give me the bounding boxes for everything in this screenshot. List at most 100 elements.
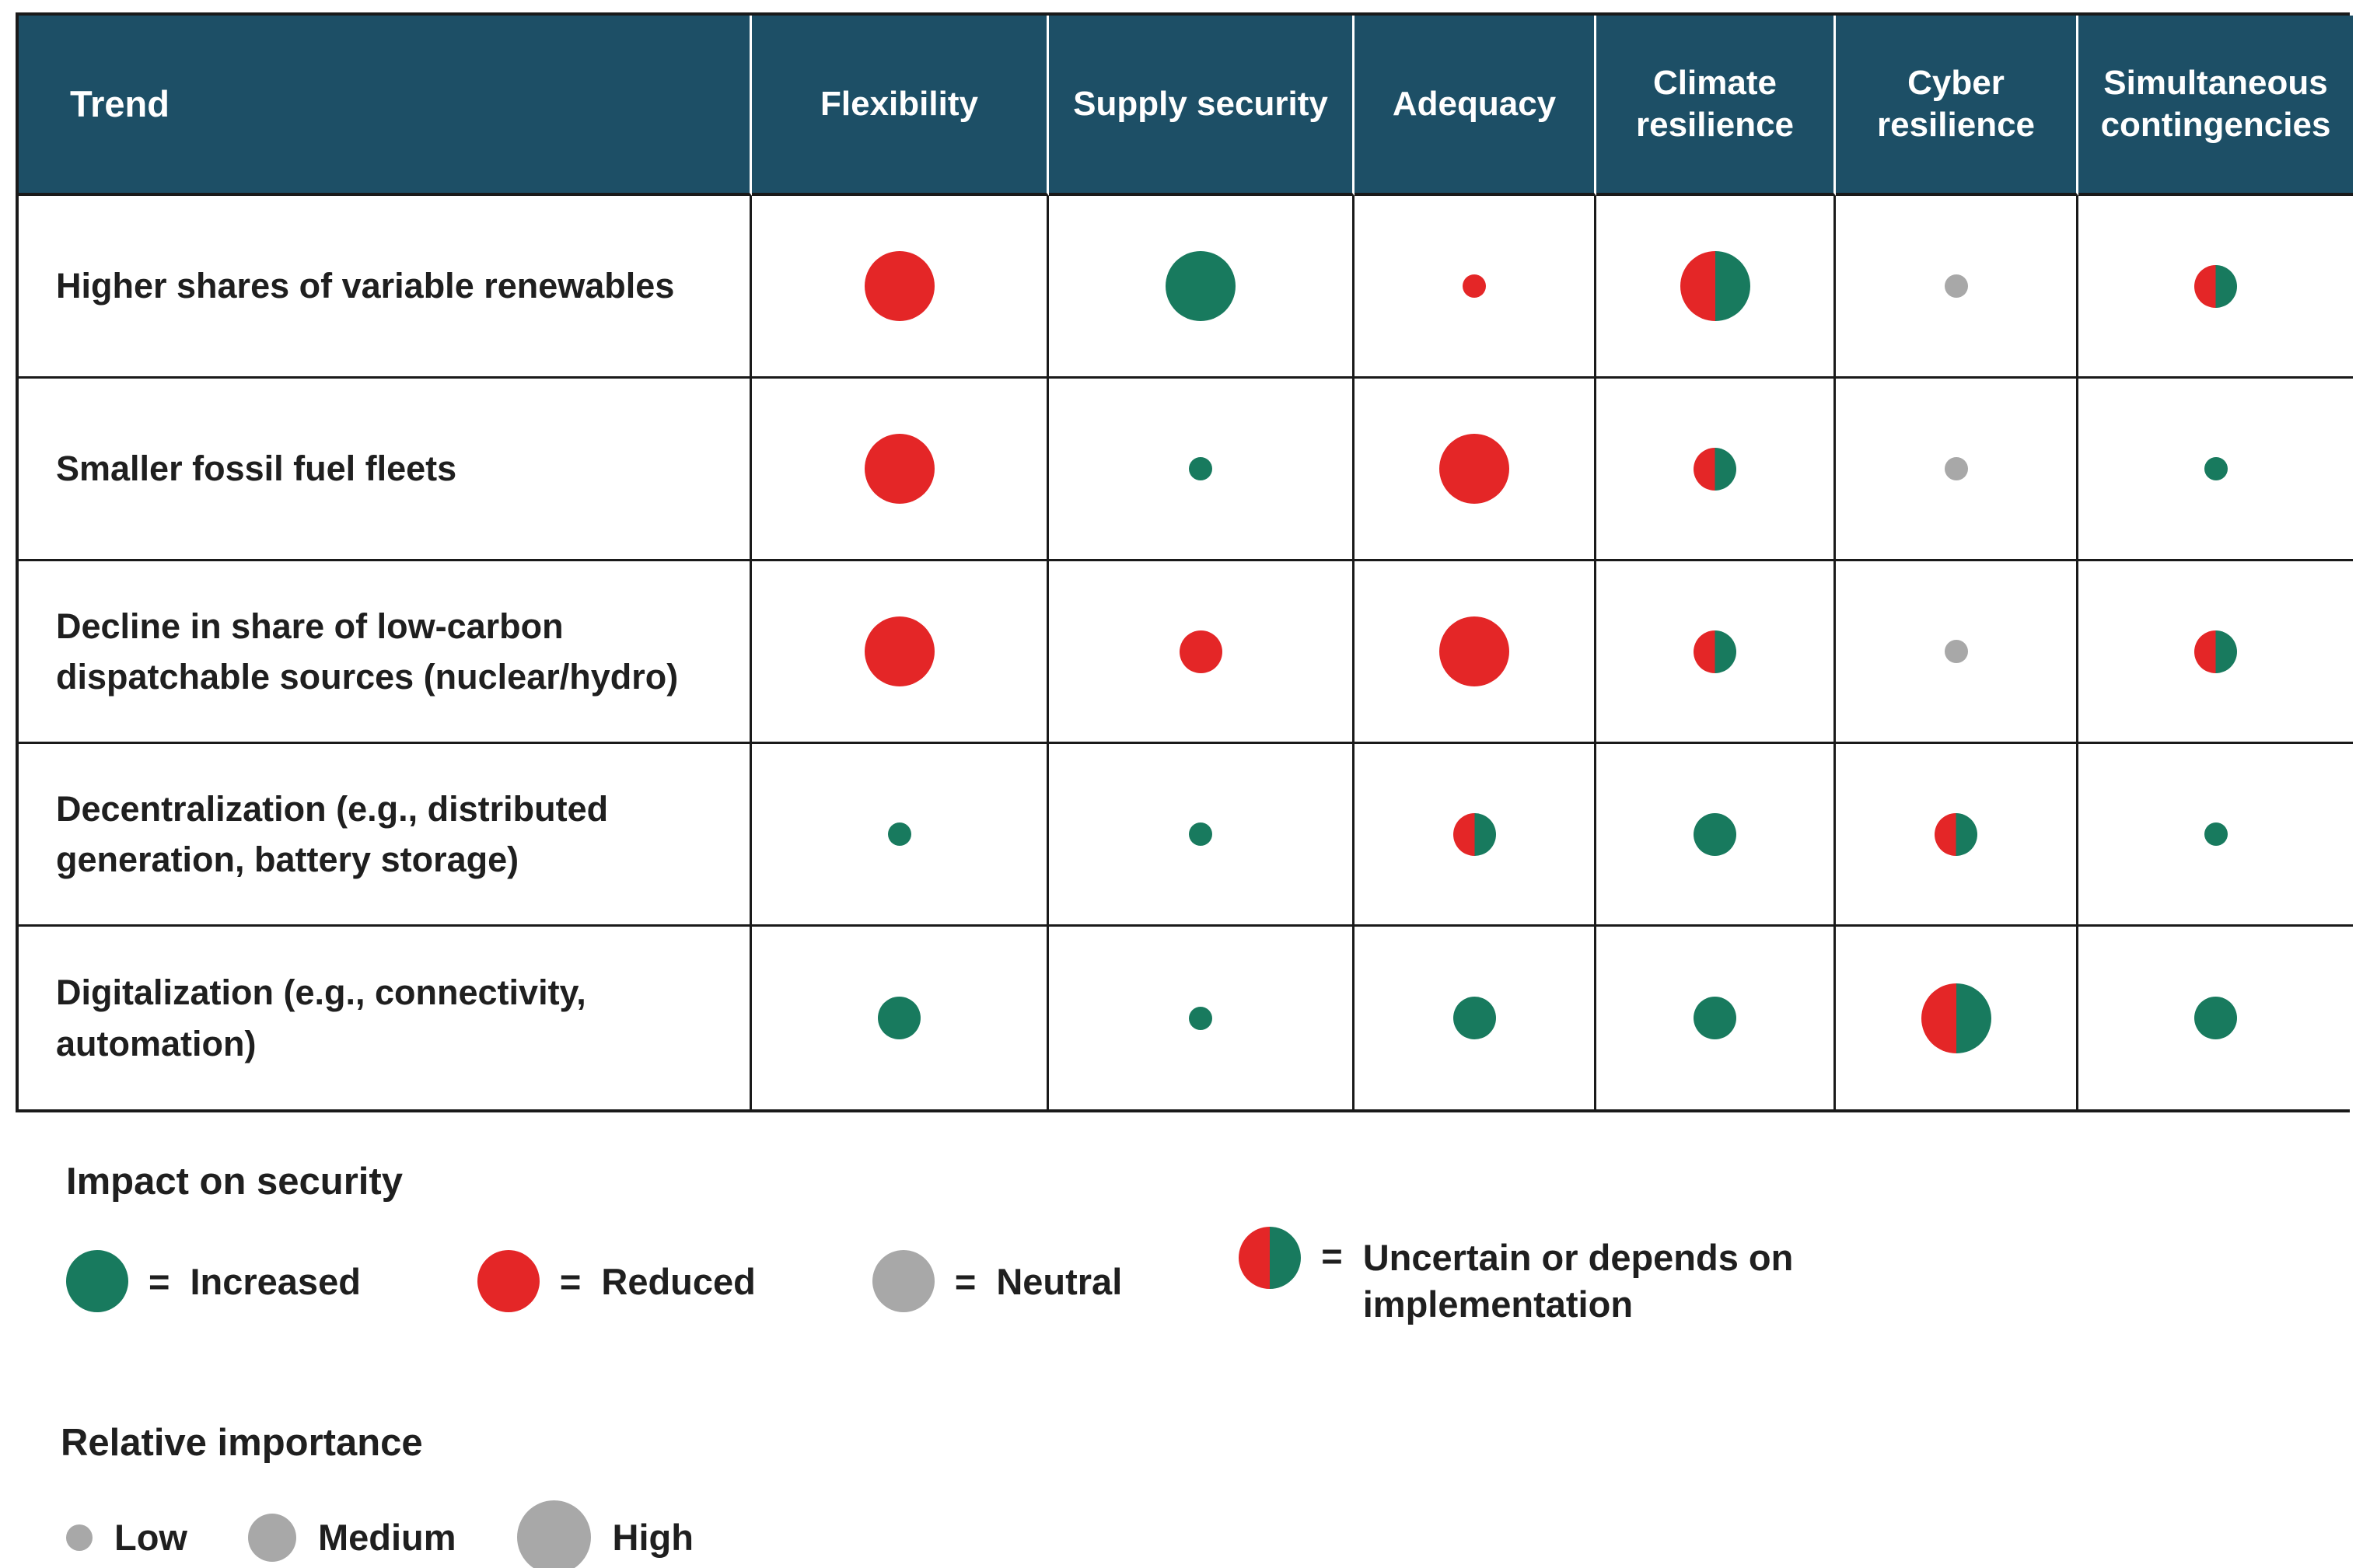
column-header: Trend — [19, 16, 752, 196]
increased-medium-dot — [1452, 997, 1496, 1039]
equals-sign: = — [559, 1260, 582, 1302]
importance-legend-label: Medium — [317, 1517, 456, 1558]
trend-label: Digitalization (e.g., connectivity, auto… — [19, 927, 752, 1109]
trend-label: Higher shares of variable renewables — [19, 196, 752, 379]
impact-legend-title: Impact on security — [66, 1161, 403, 1203]
column-header: Adequacy — [1355, 16, 1596, 196]
equals-sign: = — [954, 1260, 977, 1302]
impact-legend-item: = Increased — [66, 1250, 361, 1313]
reduced-medium-dot — [1179, 630, 1222, 673]
importance-legend-item: Medium — [247, 1513, 456, 1562]
impact-legend-label: Reduced — [601, 1260, 756, 1302]
neutral-legend-dot — [872, 1250, 935, 1313]
importance-legend-label: High — [612, 1517, 694, 1558]
impact-legend-label: Uncertain or depends on implementation — [1362, 1237, 1794, 1325]
matrix-cell — [1836, 196, 2078, 379]
column-header: Climate resilience — [1596, 16, 1836, 196]
reduced-legend-dot — [477, 1250, 540, 1313]
neutral-low-dot — [1944, 640, 1968, 663]
equals-sign: = — [149, 1260, 170, 1302]
matrix-cell — [2078, 744, 2353, 927]
increased-low-dot — [887, 822, 911, 846]
matrix-cell — [1596, 744, 1836, 927]
reduced-high-dot — [864, 616, 935, 686]
uncertain-high-dot — [1680, 251, 1750, 321]
reduced-high-dot — [1439, 616, 1509, 686]
increased-medium-dot — [2194, 997, 2237, 1039]
matrix-cell — [1836, 744, 2078, 927]
column-header-label: Simultaneous contingencies — [2100, 64, 2331, 144]
column-header-label: Trend — [70, 83, 170, 125]
uncertain-medium-dot — [2194, 630, 2237, 673]
column-header-label: Cyber resilience — [1876, 64, 2036, 144]
importance-legend-item: High — [516, 1500, 694, 1568]
matrix-cell — [2078, 927, 2353, 1109]
matrix-cell — [1049, 379, 1355, 561]
matrix-cell — [1355, 379, 1596, 561]
reduced-high-dot — [1439, 434, 1509, 504]
increased-low-dot — [1189, 457, 1212, 480]
column-header-label: Flexibility — [820, 85, 978, 124]
impact-legend-item: = Neutral — [872, 1250, 1123, 1313]
matrix-cell — [1355, 561, 1596, 744]
increased-low-dot — [2204, 822, 2228, 846]
column-header-label: Climate resilience — [1635, 64, 1795, 144]
importance-legend-label: Low — [114, 1517, 187, 1558]
uncertain-medium-dot — [1935, 812, 1977, 856]
increased-legend-dot — [66, 1250, 128, 1313]
matrix-cell — [1596, 379, 1836, 561]
importance-legend: Low Medium High — [66, 1500, 694, 1568]
column-header-label: Adequacy — [1392, 85, 1557, 124]
column-header: Cyber resilience — [1836, 16, 2078, 196]
uncertain-medium-dot — [2194, 264, 2237, 308]
matrix-cell — [752, 196, 1049, 379]
importance-legend-item: Low — [66, 1516, 187, 1559]
matrix-cell — [1836, 927, 2078, 1109]
uncertain-legend-dot — [1239, 1227, 1302, 1289]
matrix-cell — [1049, 561, 1355, 744]
neutral-low-dot — [1944, 457, 1968, 480]
uncertain-medium-dot — [1694, 447, 1736, 491]
column-header: Simultaneous contingencies — [2078, 16, 2353, 196]
uncertain-high-dot — [1921, 983, 1991, 1053]
equals-sign: = — [1321, 1235, 1343, 1276]
high-importance-dot — [516, 1500, 591, 1568]
column-header-label: Supply security — [1073, 85, 1328, 124]
reduced-high-dot — [864, 434, 935, 504]
matrix-cell — [752, 379, 1049, 561]
matrix-cell — [752, 561, 1049, 744]
matrix-cell — [2078, 379, 2353, 561]
matrix-cell — [2078, 196, 2353, 379]
matrix-cell — [1596, 196, 1836, 379]
increased-high-dot — [1166, 251, 1236, 321]
matrix-cell — [1355, 744, 1596, 927]
impact-matrix: Trend Flexibility Supply security Adequacy C… — [16, 12, 2353, 1112]
increased-medium-dot — [1694, 812, 1736, 856]
trend-label: Decline in share of low-carbon dispatcha… — [19, 561, 752, 744]
increased-low-dot — [1189, 822, 1212, 846]
neutral-low-dot — [1944, 274, 1968, 298]
column-header: Supply security — [1049, 16, 1355, 196]
matrix-cell — [1355, 927, 1596, 1109]
matrix-cell — [2078, 561, 2353, 744]
column-header: Flexibility — [752, 16, 1049, 196]
increased-low-dot — [1189, 1006, 1212, 1030]
trend-label: Smaller fossil fuel fleets — [19, 379, 752, 561]
matrix-cell — [1596, 927, 1836, 1109]
matrix-cell — [1049, 196, 1355, 379]
impact-legend-label: Neutral — [996, 1260, 1123, 1302]
low-importance-dot — [66, 1524, 93, 1551]
reduced-high-dot — [864, 251, 935, 321]
increased-low-dot — [2204, 457, 2228, 480]
medium-importance-dot — [247, 1513, 296, 1562]
matrix-cell — [1836, 379, 2078, 561]
increased-medium-dot — [878, 997, 921, 1039]
matrix-cell — [1596, 561, 1836, 744]
importance-legend-title: Relative importance — [61, 1422, 423, 1464]
matrix-cell — [1049, 744, 1355, 927]
impact-legend-item: = Uncertain or depends on implementation — [1239, 1227, 1891, 1328]
uncertain-medium-dot — [1694, 630, 1736, 673]
impact-legend-label: Increased — [190, 1260, 361, 1302]
reduced-low-dot — [1463, 274, 1486, 298]
